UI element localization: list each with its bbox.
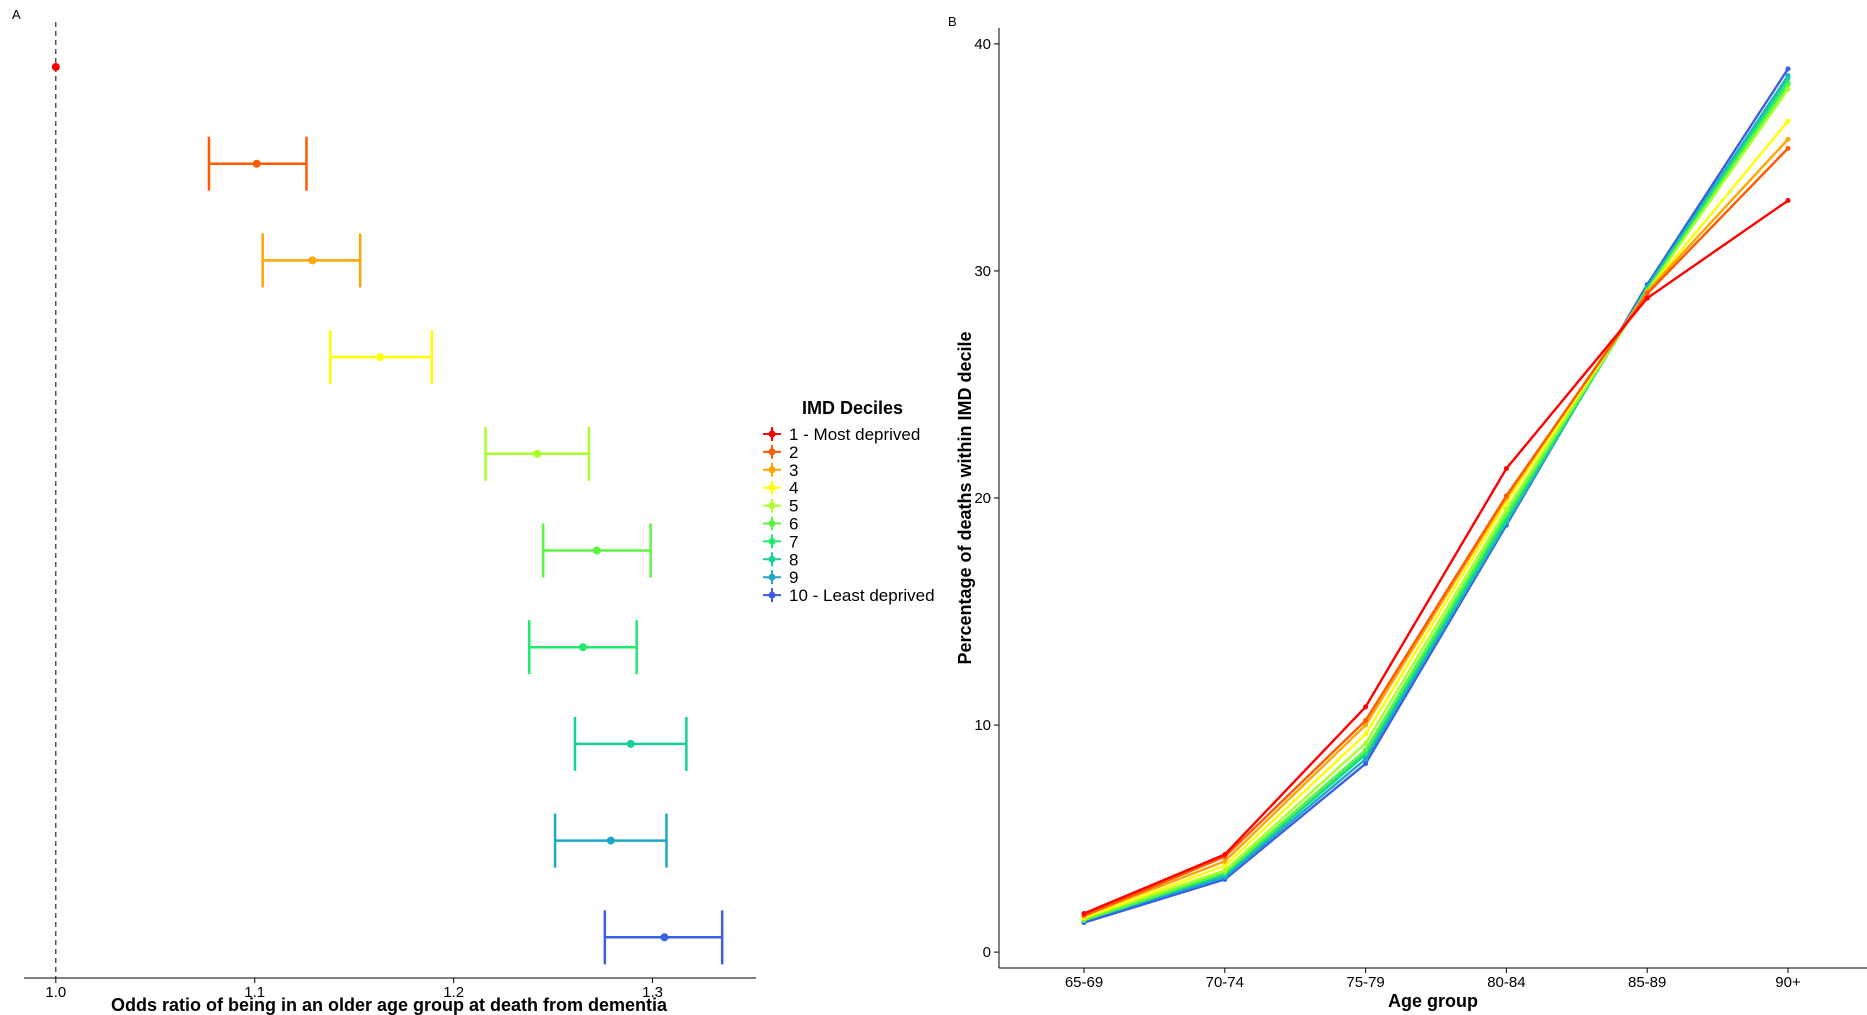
x-axis-title-b: Age group — [1388, 991, 1478, 1011]
series-point — [1785, 136, 1791, 142]
legend-item-label: 9 — [789, 568, 798, 587]
legend-item-label: 1 - Most deprived — [789, 425, 920, 444]
series-point — [1363, 747, 1369, 753]
series-line — [1083, 138, 1789, 917]
series-line — [1083, 199, 1789, 915]
x-tick-label-a: 1.1 — [244, 984, 265, 1001]
series-line — [1083, 77, 1789, 922]
legend: IMD Deciles 1 - Most deprived2345678910 … — [763, 398, 935, 605]
y-tick-label-b: 0 — [983, 944, 991, 961]
legend-item-label: 6 — [789, 515, 798, 534]
series-point — [1363, 740, 1369, 746]
line-series — [1081, 66, 1791, 926]
series-point — [1081, 911, 1087, 917]
odds-ratio-point — [606, 836, 615, 845]
legend-key-point — [768, 484, 776, 492]
legend-item-label: 2 — [789, 443, 798, 462]
y-axis-title-b: Percentage of deaths within IMD decile — [955, 331, 975, 664]
legend-key-point — [768, 448, 776, 456]
series-point — [1363, 761, 1369, 767]
series-line — [1083, 81, 1789, 922]
forest-marks — [51, 63, 724, 965]
series-line — [1083, 68, 1790, 924]
legend-key-point — [768, 520, 776, 527]
y-tick-label-b: 30 — [974, 263, 991, 280]
legend-key-point — [768, 537, 776, 545]
series-point — [1363, 756, 1369, 762]
series-point — [1222, 867, 1228, 873]
series-line — [1083, 88, 1789, 920]
panel-b-label: B — [948, 14, 957, 29]
series-line — [1083, 84, 1789, 922]
series-point — [1222, 851, 1228, 857]
x-tick-label-a: 1.2 — [443, 984, 464, 1001]
y-tick-label-b: 10 — [974, 717, 991, 734]
legend-item-label: 4 — [789, 479, 798, 498]
series-point — [1785, 198, 1791, 204]
odds-ratio-point — [308, 256, 317, 265]
x-tick-label-b: 85-89 — [1628, 974, 1666, 991]
legend-item-label: 7 — [789, 532, 798, 551]
legend-key-point — [768, 555, 776, 563]
series-point — [1785, 86, 1791, 92]
legend-item-label: 3 — [789, 461, 798, 480]
x-tick-label-a: 1.0 — [45, 984, 66, 1001]
series-point — [1503, 506, 1509, 512]
series-point — [1363, 718, 1369, 724]
legend-title: IMD Deciles — [802, 398, 903, 418]
odds-ratio-point — [660, 933, 669, 942]
odds-ratio-point — [533, 449, 542, 458]
odds-ratio-point — [376, 353, 385, 362]
series-point — [1222, 863, 1228, 869]
odds-ratio-point — [592, 546, 601, 555]
series-point — [1503, 465, 1509, 471]
series-point — [1785, 75, 1791, 81]
odds-ratio-point — [51, 63, 60, 71]
odds-ratio-point — [626, 739, 635, 748]
forest-plot-panel: A 1.0 1.1 1.2 1.3 Odds ratio of being in an… — [12, 7, 756, 1015]
legend-key-point — [768, 430, 776, 438]
series-point — [1363, 704, 1369, 710]
legend-item-label: 10 - Least deprived — [789, 586, 935, 605]
series-point — [1222, 858, 1228, 864]
x-axis-ticks-a: 1.0 1.1 1.2 1.3 — [45, 978, 663, 1001]
legend-item-label: 8 — [789, 550, 798, 569]
legend-key-point — [768, 573, 776, 581]
y-tick-label-b: 20 — [974, 490, 991, 507]
x-tick-label-b: 90+ — [1775, 974, 1801, 991]
series-line — [1083, 120, 1789, 920]
x-tick-label-b: 80-84 — [1487, 974, 1525, 991]
series-point — [1644, 291, 1650, 297]
series-point — [1644, 295, 1650, 301]
x-tick-label-b: 65-69 — [1065, 974, 1103, 991]
x-tick-label-b: 70-74 — [1206, 974, 1244, 991]
x-tick-label-a: 1.3 — [642, 984, 663, 1001]
series-point — [1785, 145, 1791, 151]
series-point — [1785, 82, 1791, 88]
odds-ratio-point — [252, 159, 261, 168]
axis-ticks-b: 0 10 20 30 40 65-69 70-74 75-79 80-84 85-89 90+ — [974, 36, 1801, 991]
series-point — [1363, 722, 1369, 728]
y-tick-label-b: 40 — [974, 36, 991, 53]
series-point — [1785, 118, 1791, 124]
series-point — [1363, 731, 1369, 737]
x-tick-label-b: 75-79 — [1346, 974, 1384, 991]
panel-a-label: A — [12, 7, 21, 22]
series-point — [1503, 493, 1509, 499]
series-line — [1083, 75, 1789, 922]
legend-key-point — [768, 591, 776, 599]
series-line — [1083, 147, 1789, 917]
legend-item-label: 5 — [789, 497, 798, 516]
series-point — [1785, 66, 1791, 72]
legend-key-point — [768, 502, 776, 510]
odds-ratio-point — [578, 643, 587, 652]
legend-key-point — [768, 466, 776, 474]
x-axis-title-a: Odds ratio of being in an older age grou… — [111, 995, 668, 1015]
